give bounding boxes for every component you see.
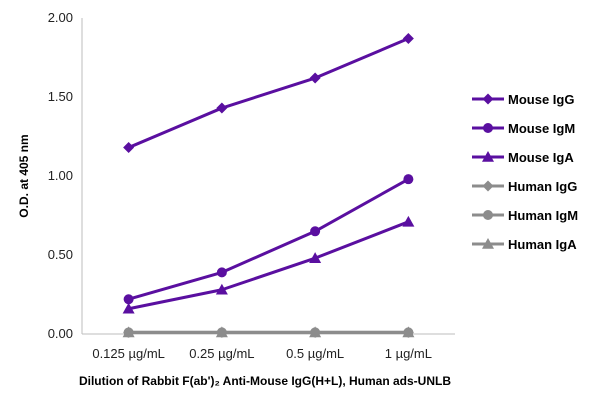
legend-marker: [482, 238, 494, 249]
data-point-mouse-iga: [402, 215, 415, 227]
legend-label: Human IgM: [508, 208, 578, 223]
data-point-mouse-igm: [403, 174, 414, 185]
axes: [81, 18, 455, 335]
series-human-igg: [123, 326, 414, 338]
x-tick-labels: 0.125 µg/mL 0.25 µg/mL 0.5 µg/mL 1 µg/mL: [92, 346, 432, 361]
legend-item-human-igg: Human IgG: [472, 179, 577, 194]
data-point-mouse-igg: [402, 33, 414, 45]
legend-label: Mouse IgG: [508, 92, 574, 107]
data-point-human-igg: [402, 326, 414, 338]
y-tick-label: 0.50: [48, 247, 73, 262]
data-point-mouse-iga: [122, 302, 135, 314]
y-tick-label: 0.00: [48, 326, 73, 341]
data-point-mouse-igg: [123, 142, 135, 154]
legend-marker: [482, 180, 494, 192]
data-point-mouse-iga: [215, 283, 228, 295]
data-point-mouse-igg: [216, 102, 228, 114]
data-point-mouse-igm: [216, 267, 227, 278]
legend-marker: [482, 93, 494, 105]
x-tick-label: 0.5 µg/mL: [286, 346, 344, 361]
legend-label: Human IgA: [508, 237, 577, 252]
legend-item-human-iga: Human IgA: [472, 237, 577, 252]
data-point-mouse-igm: [310, 226, 321, 237]
legend-label: Mouse IgA: [508, 150, 574, 165]
legend-marker: [483, 123, 493, 133]
y-tick-label: 2.00: [48, 10, 73, 25]
series-mouse-iga: [122, 215, 415, 314]
series-lines: [122, 33, 415, 338]
data-point-mouse-iga: [309, 252, 322, 263]
y-tick-label: 1.00: [48, 168, 73, 183]
legend-label: Human IgG: [508, 179, 577, 194]
data-point-mouse-igm: [123, 294, 134, 305]
legend-item-mouse-iga: Mouse IgA: [472, 150, 574, 165]
data-point-human-igg: [309, 326, 321, 338]
x-tick-label: 0.25 µg/mL: [189, 346, 254, 361]
legend-item-mouse-igm: Mouse IgM: [472, 121, 575, 136]
y-axis-title: O.D. at 405 nm: [17, 134, 31, 217]
series-mouse-igg: [123, 33, 414, 154]
legend: Mouse IgG Mouse IgM Mouse IgA Human IgG Huma…: [472, 92, 578, 252]
y-tick-label: 1.50: [48, 89, 73, 104]
series-line-mouse-iga: [128, 220, 409, 311]
legend-marker: [482, 151, 494, 162]
x-tick-label: 0.125 µg/mL: [92, 346, 165, 361]
x-tick-label: 1 µg/mL: [385, 346, 432, 361]
x-axis-title: Dilution of Rabbit F(ab')₂ Anti-Mouse Ig…: [79, 374, 451, 388]
data-point-human-igg: [216, 326, 228, 338]
series-mouse-igm: [123, 174, 414, 305]
series-line-mouse-igg: [128, 37, 409, 149]
legend-label: Mouse IgM: [508, 121, 575, 136]
legend-item-mouse-igg: Mouse IgG: [472, 92, 574, 107]
data-point-mouse-igg: [309, 72, 321, 84]
series-line-mouse-igm: [128, 177, 410, 301]
legend-item-human-igm: Human IgM: [472, 208, 578, 223]
data-point-human-igg: [123, 326, 135, 338]
y-tick-labels: 0.00 0.50 1.00 1.50 2.00: [48, 10, 73, 341]
legend-marker: [483, 210, 493, 220]
